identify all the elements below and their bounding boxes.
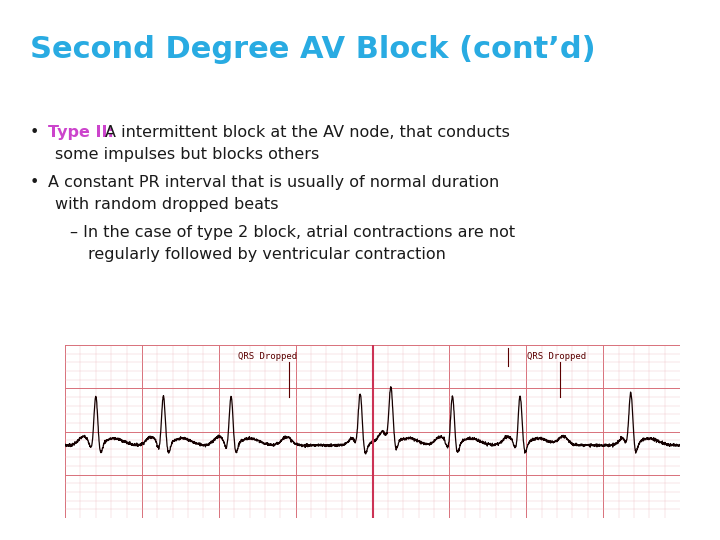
Text: Type II:: Type II: xyxy=(48,125,114,140)
Text: QRS Dropped: QRS Dropped xyxy=(238,352,297,361)
Text: A constant PR interval that is usually of normal duration: A constant PR interval that is usually o… xyxy=(48,175,499,190)
Text: •: • xyxy=(30,125,40,140)
Text: regularly followed by ventricular contraction: regularly followed by ventricular contra… xyxy=(88,247,446,262)
Text: A intermittent block at the AV node, that conducts: A intermittent block at the AV node, tha… xyxy=(105,125,510,140)
Text: QRS Dropped: QRS Dropped xyxy=(528,352,587,361)
Text: with random dropped beats: with random dropped beats xyxy=(55,197,279,212)
Text: Second Degree AV Block (cont’d): Second Degree AV Block (cont’d) xyxy=(30,35,595,64)
Text: •: • xyxy=(30,175,40,190)
Text: – In the case of type 2 block, atrial contractions are not: – In the case of type 2 block, atrial co… xyxy=(70,225,515,240)
Text: some impulses but blocks others: some impulses but blocks others xyxy=(55,147,319,162)
